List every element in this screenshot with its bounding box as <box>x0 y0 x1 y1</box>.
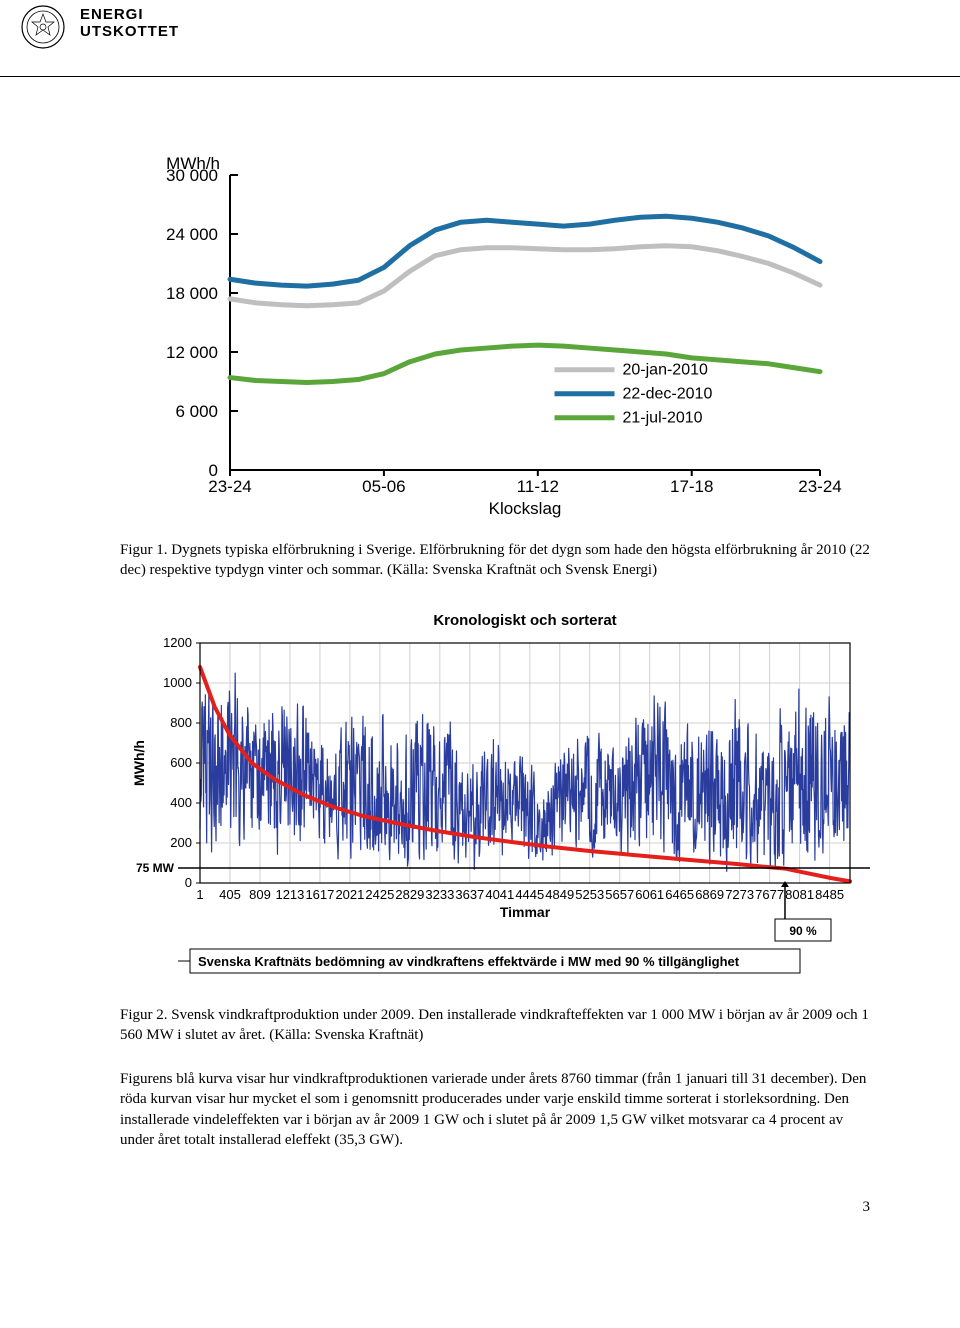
svg-text:11-12: 11-12 <box>517 477 559 496</box>
svg-text:23-24: 23-24 <box>208 477 251 496</box>
page-header: ENERGI UTSKOTTET <box>0 0 960 60</box>
svg-text:75 MW: 75 MW <box>136 861 175 875</box>
svg-text:6869: 6869 <box>695 887 724 902</box>
svg-text:30 000: 30 000 <box>166 166 218 185</box>
figure-2: Kronologiskt och sorterat 75 MW 90 % 0 200 40… <box>120 605 870 985</box>
svg-text:1200: 1200 <box>163 635 192 650</box>
svg-text:21-jul-2010: 21-jul-2010 <box>623 410 703 427</box>
svg-text:2829: 2829 <box>395 887 424 902</box>
svg-text:7677: 7677 <box>755 887 784 902</box>
svg-text:17-18: 17-18 <box>670 477 713 496</box>
svg-text:7273: 7273 <box>725 887 754 902</box>
svg-text:2021: 2021 <box>335 887 364 902</box>
svg-text:0: 0 <box>185 875 192 890</box>
svg-text:5657: 5657 <box>605 887 634 902</box>
svg-text:3233: 3233 <box>425 887 454 902</box>
svg-text:22-dec-2010: 22-dec-2010 <box>623 386 713 403</box>
svg-text:3637: 3637 <box>455 887 484 902</box>
svg-text:809: 809 <box>249 887 271 902</box>
svg-text:1: 1 <box>196 887 203 902</box>
svg-text:800: 800 <box>170 715 192 730</box>
svg-text:05-06: 05-06 <box>362 477 405 496</box>
figure-1: MWh/h06 00012 00018 00024 00030 00023-24… <box>120 150 870 520</box>
svg-text:90 %: 90 % <box>789 924 817 938</box>
svg-text:200: 200 <box>170 835 192 850</box>
svg-text:1000: 1000 <box>163 675 192 690</box>
svg-text:4445: 4445 <box>515 887 544 902</box>
figure-1-caption: Figur 1. Dygnets typiska elförbrukning i… <box>120 540 870 581</box>
svg-text:6061: 6061 <box>635 887 664 902</box>
figure-2-caption: Figur 2. Svensk vindkraftproduktion unde… <box>120 1005 870 1046</box>
svg-text:Svenska Kraftnäts bedömning av: Svenska Kraftnäts bedömning av vindkraft… <box>198 954 740 969</box>
svg-text:600: 600 <box>170 755 192 770</box>
svg-text:MWh/h: MWh/h <box>131 740 147 786</box>
svg-text:Timmar: Timmar <box>500 904 551 920</box>
seal-icon <box>20 4 66 55</box>
svg-text:Klockslag: Klockslag <box>489 499 562 518</box>
svg-text:24 000: 24 000 <box>166 225 218 244</box>
svg-text:5253: 5253 <box>575 887 604 902</box>
svg-text:4041: 4041 <box>485 887 514 902</box>
svg-text:8485: 8485 <box>815 887 844 902</box>
header-line1: ENERGI <box>80 6 179 23</box>
svg-text:8081: 8081 <box>785 887 814 902</box>
svg-text:1617: 1617 <box>305 887 334 902</box>
svg-text:12 000: 12 000 <box>166 343 218 362</box>
svg-text:405: 405 <box>219 887 241 902</box>
svg-text:Kronologiskt och sorterat: Kronologiskt och sorterat <box>433 612 616 629</box>
svg-text:23-24: 23-24 <box>798 477 841 496</box>
chart2-svg: Kronologiskt och sorterat 75 MW 90 % 0 200 40… <box>120 605 870 985</box>
svg-text:1213: 1213 <box>275 887 304 902</box>
header-title: ENERGI UTSKOTTET <box>80 6 179 41</box>
chart1-svg: MWh/h06 00012 00018 00024 00030 00023-24… <box>120 150 850 520</box>
header-line2: UTSKOTTET <box>80 23 179 40</box>
svg-text:4849: 4849 <box>545 887 574 902</box>
svg-text:20-jan-2010: 20-jan-2010 <box>623 362 709 379</box>
svg-text:6 000: 6 000 <box>175 402 218 421</box>
svg-text:400: 400 <box>170 795 192 810</box>
page-number: 3 <box>863 1199 871 1216</box>
svg-text:18 000: 18 000 <box>166 284 218 303</box>
svg-text:2425: 2425 <box>365 887 394 902</box>
svg-text:6465: 6465 <box>665 887 694 902</box>
body-paragraph: Figurens blå kurva visar hur vindkraftpr… <box>120 1069 870 1150</box>
